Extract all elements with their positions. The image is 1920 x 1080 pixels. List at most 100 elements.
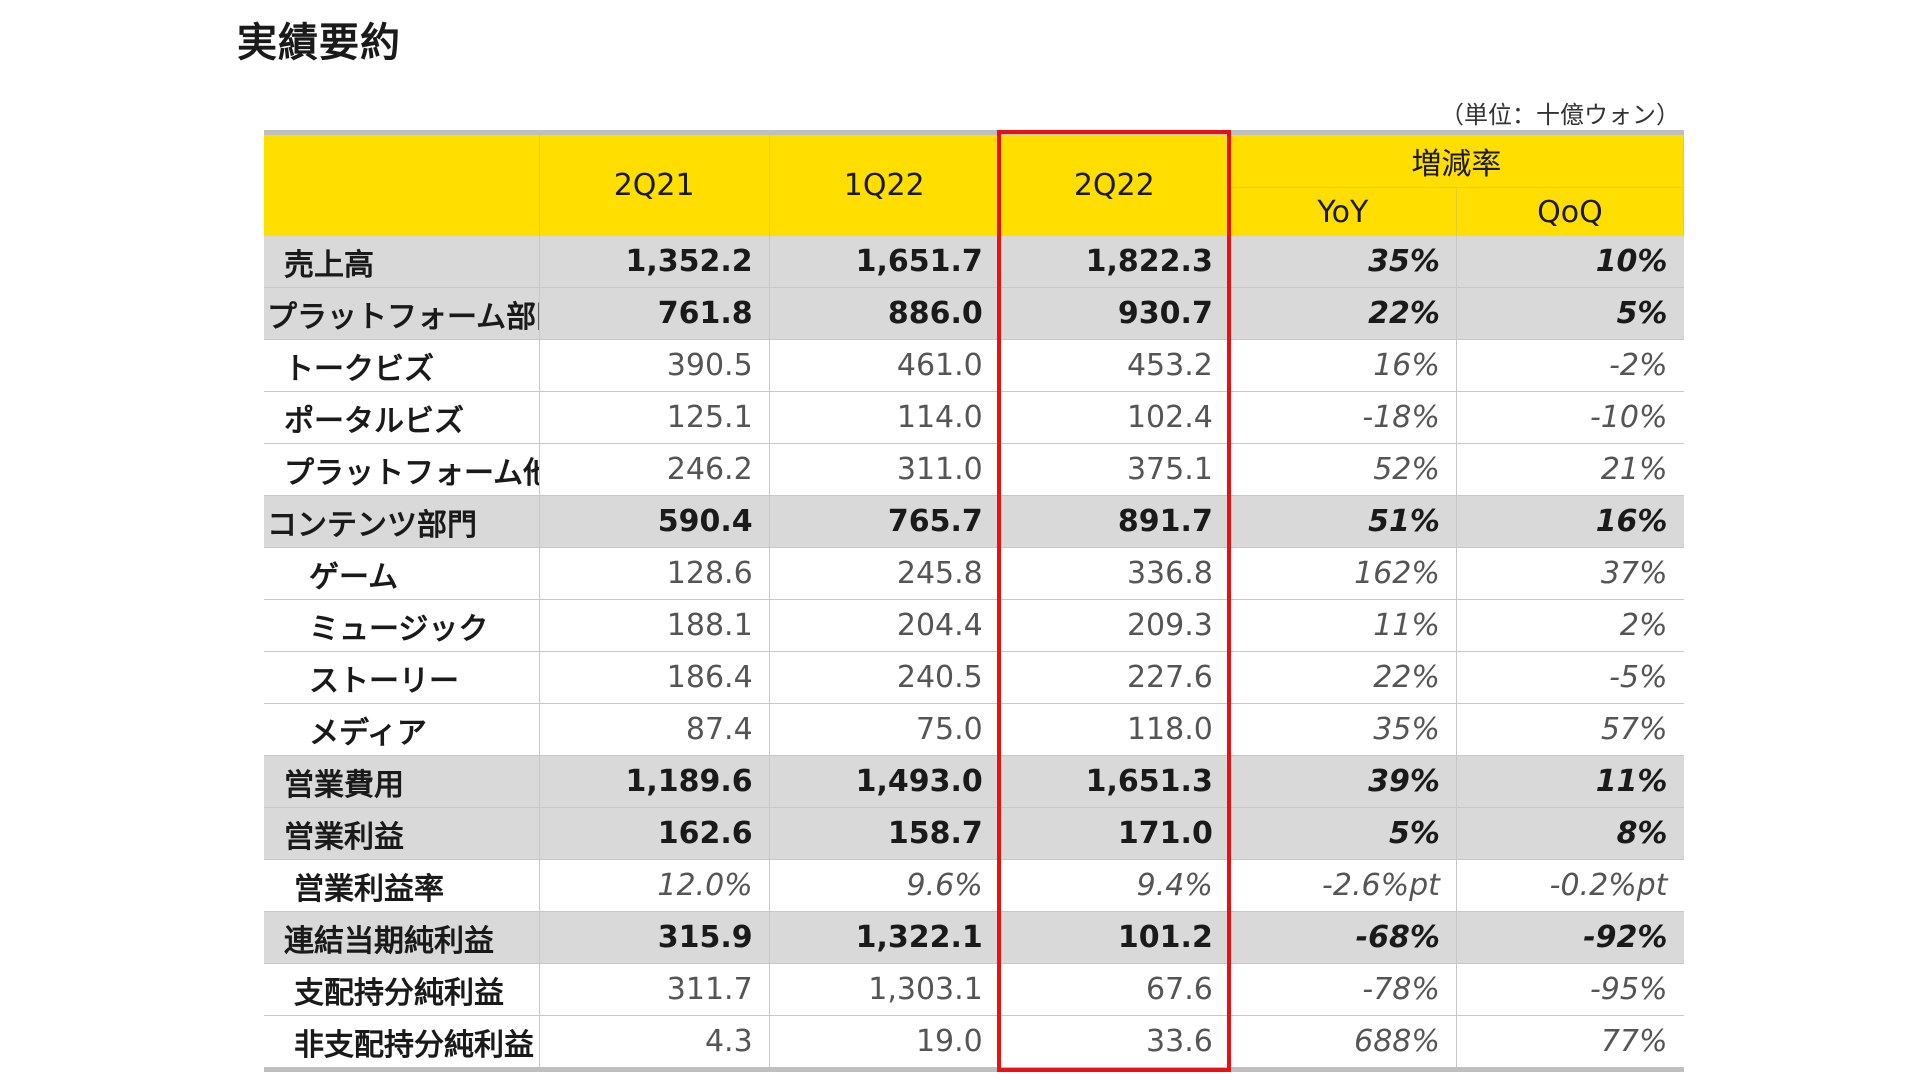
value-2q21: 311.7 xyxy=(539,963,770,1016)
row-label: プラットフォーム他 xyxy=(264,443,540,496)
value-2q22: 33.6 xyxy=(999,1015,1230,1070)
value-yoy: 5% xyxy=(1229,807,1457,860)
row-label: 非支配持分純利益 xyxy=(264,1015,540,1070)
value-1q22: 204.4 xyxy=(769,599,1000,652)
row-label: ポータルビズ xyxy=(264,391,540,444)
value-1q22: 1,651.7 xyxy=(769,236,1000,288)
table-row: メディア 87.4 75.0 118.0 35% 57% xyxy=(264,703,1684,756)
header-change-group: 増減率 xyxy=(1229,132,1685,188)
value-qoq: 11% xyxy=(1456,755,1684,808)
value-qoq: 8% xyxy=(1456,807,1684,860)
header-period-2q22: 2Q22 xyxy=(999,132,1230,236)
value-1q22: 114.0 xyxy=(769,391,1000,444)
value-1q22: 1,493.0 xyxy=(769,755,1000,808)
header-yoy: YoY xyxy=(1229,187,1457,236)
value-qoq: 5% xyxy=(1456,287,1684,340)
value-qoq: 10% xyxy=(1456,236,1684,288)
table-row: トークビズ 390.5 461.0 453.2 16% -2% xyxy=(264,339,1684,392)
table-header: 2Q21 1Q22 2Q22 増減率 YoY QoQ xyxy=(264,132,1685,236)
value-1q22: 9.6% xyxy=(769,859,1000,912)
value-1q22: 461.0 xyxy=(769,339,1000,392)
value-1q22: 75.0 xyxy=(769,703,1000,756)
value-2q21: 246.2 xyxy=(539,443,770,496)
value-2q22: 171.0 xyxy=(999,807,1230,860)
value-1q22: 886.0 xyxy=(769,287,1000,340)
value-yoy: 162% xyxy=(1229,547,1457,600)
value-1q22: 1,322.1 xyxy=(769,911,1000,964)
value-2q21: 87.4 xyxy=(539,703,770,756)
row-label: 売上高 xyxy=(264,236,540,288)
value-qoq: 57% xyxy=(1456,703,1684,756)
table-row: 非支配持分純利益 4.3 19.0 33.6 688% 77% xyxy=(264,1015,1684,1070)
row-label: プラットフォーム部門 xyxy=(264,287,540,340)
value-2q22: 67.6 xyxy=(999,963,1230,1016)
table-row: コンテンツ部門 590.4 765.7 891.7 51% 16% xyxy=(264,495,1684,548)
value-2q22: 930.7 xyxy=(999,287,1230,340)
value-2q22: 375.1 xyxy=(999,443,1230,496)
table-row: 営業利益 162.6 158.7 171.0 5% 8% xyxy=(264,807,1684,860)
row-label: 支配持分純利益 xyxy=(264,963,540,1016)
value-2q21: 125.1 xyxy=(539,391,770,444)
row-label: 営業利益率 xyxy=(264,859,540,912)
row-label: トークビズ xyxy=(264,339,540,392)
value-qoq: -10% xyxy=(1456,391,1684,444)
value-yoy: 35% xyxy=(1229,236,1457,288)
value-1q22: 158.7 xyxy=(769,807,1000,860)
value-2q22: 1,651.3 xyxy=(999,755,1230,808)
table-row: 営業費用 1,189.6 1,493.0 1,651.3 39% 11% xyxy=(264,755,1684,808)
value-2q22: 9.4% xyxy=(999,859,1230,912)
value-2q21: 4.3 xyxy=(539,1015,770,1070)
page-title: 実績要約 xyxy=(237,20,401,66)
header-blank-cell xyxy=(264,132,540,236)
table-row: プラットフォーム他 246.2 311.0 375.1 52% 21% xyxy=(264,443,1684,496)
value-qoq: 77% xyxy=(1456,1015,1684,1070)
value-qoq: 21% xyxy=(1456,443,1684,496)
value-2q21: 162.6 xyxy=(539,807,770,860)
value-2q21: 590.4 xyxy=(539,495,770,548)
value-2q22: 336.8 xyxy=(999,547,1230,600)
table-row: ポータルビズ 125.1 114.0 102.4 -18% -10% xyxy=(264,391,1684,444)
table-row: ゲーム 128.6 245.8 336.8 162% 37% xyxy=(264,547,1684,600)
value-2q22: 118.0 xyxy=(999,703,1230,756)
value-2q22: 1,822.3 xyxy=(999,236,1230,288)
table-row: ストーリー 186.4 240.5 227.6 22% -5% xyxy=(264,651,1684,704)
row-label: 営業費用 xyxy=(264,755,540,808)
unit-note: （単位：十億ウォン） xyxy=(1440,101,1680,129)
row-label: ゲーム xyxy=(264,547,540,600)
value-2q22: 453.2 xyxy=(999,339,1230,392)
value-2q22: 891.7 xyxy=(999,495,1230,548)
value-yoy: 688% xyxy=(1229,1015,1457,1070)
value-2q22: 102.4 xyxy=(999,391,1230,444)
value-yoy: 39% xyxy=(1229,755,1457,808)
value-yoy: -2.6%pt xyxy=(1229,859,1457,912)
row-label: 連結当期純利益 xyxy=(264,911,540,964)
value-2q21: 12.0% xyxy=(539,859,770,912)
value-yoy: 22% xyxy=(1229,287,1457,340)
row-label: ミュージック xyxy=(264,599,540,652)
value-2q21: 188.1 xyxy=(539,599,770,652)
value-1q22: 311.0 xyxy=(769,443,1000,496)
row-label: 営業利益 xyxy=(264,807,540,860)
value-qoq: 37% xyxy=(1456,547,1684,600)
value-yoy: 11% xyxy=(1229,599,1457,652)
value-qoq: -2% xyxy=(1456,339,1684,392)
value-1q22: 245.8 xyxy=(769,547,1000,600)
table-body: 売上高 1,352.2 1,651.7 1,822.3 35% 10% プラットフォーム部門… xyxy=(264,236,1684,1070)
value-yoy: -68% xyxy=(1229,911,1457,964)
value-2q22: 227.6 xyxy=(999,651,1230,704)
table-row: ミュージック 188.1 204.4 209.3 11% 2% xyxy=(264,599,1684,652)
value-qoq: -92% xyxy=(1456,911,1684,964)
value-yoy: 16% xyxy=(1229,339,1457,392)
value-2q22: 209.3 xyxy=(999,599,1230,652)
table-row: 売上高 1,352.2 1,651.7 1,822.3 35% 10% xyxy=(264,236,1684,288)
value-qoq: -0.2%pt xyxy=(1456,859,1684,912)
value-2q21: 315.9 xyxy=(539,911,770,964)
table-row: 支配持分純利益 311.7 1,303.1 67.6 -78% -95% xyxy=(264,963,1684,1016)
value-1q22: 240.5 xyxy=(769,651,1000,704)
row-label: メディア xyxy=(264,703,540,756)
value-qoq: 16% xyxy=(1456,495,1684,548)
value-1q22: 19.0 xyxy=(769,1015,1000,1070)
value-qoq: -5% xyxy=(1456,651,1684,704)
table-row: プラットフォーム部門 761.8 886.0 930.7 22% 5% xyxy=(264,287,1684,340)
value-yoy: 35% xyxy=(1229,703,1457,756)
